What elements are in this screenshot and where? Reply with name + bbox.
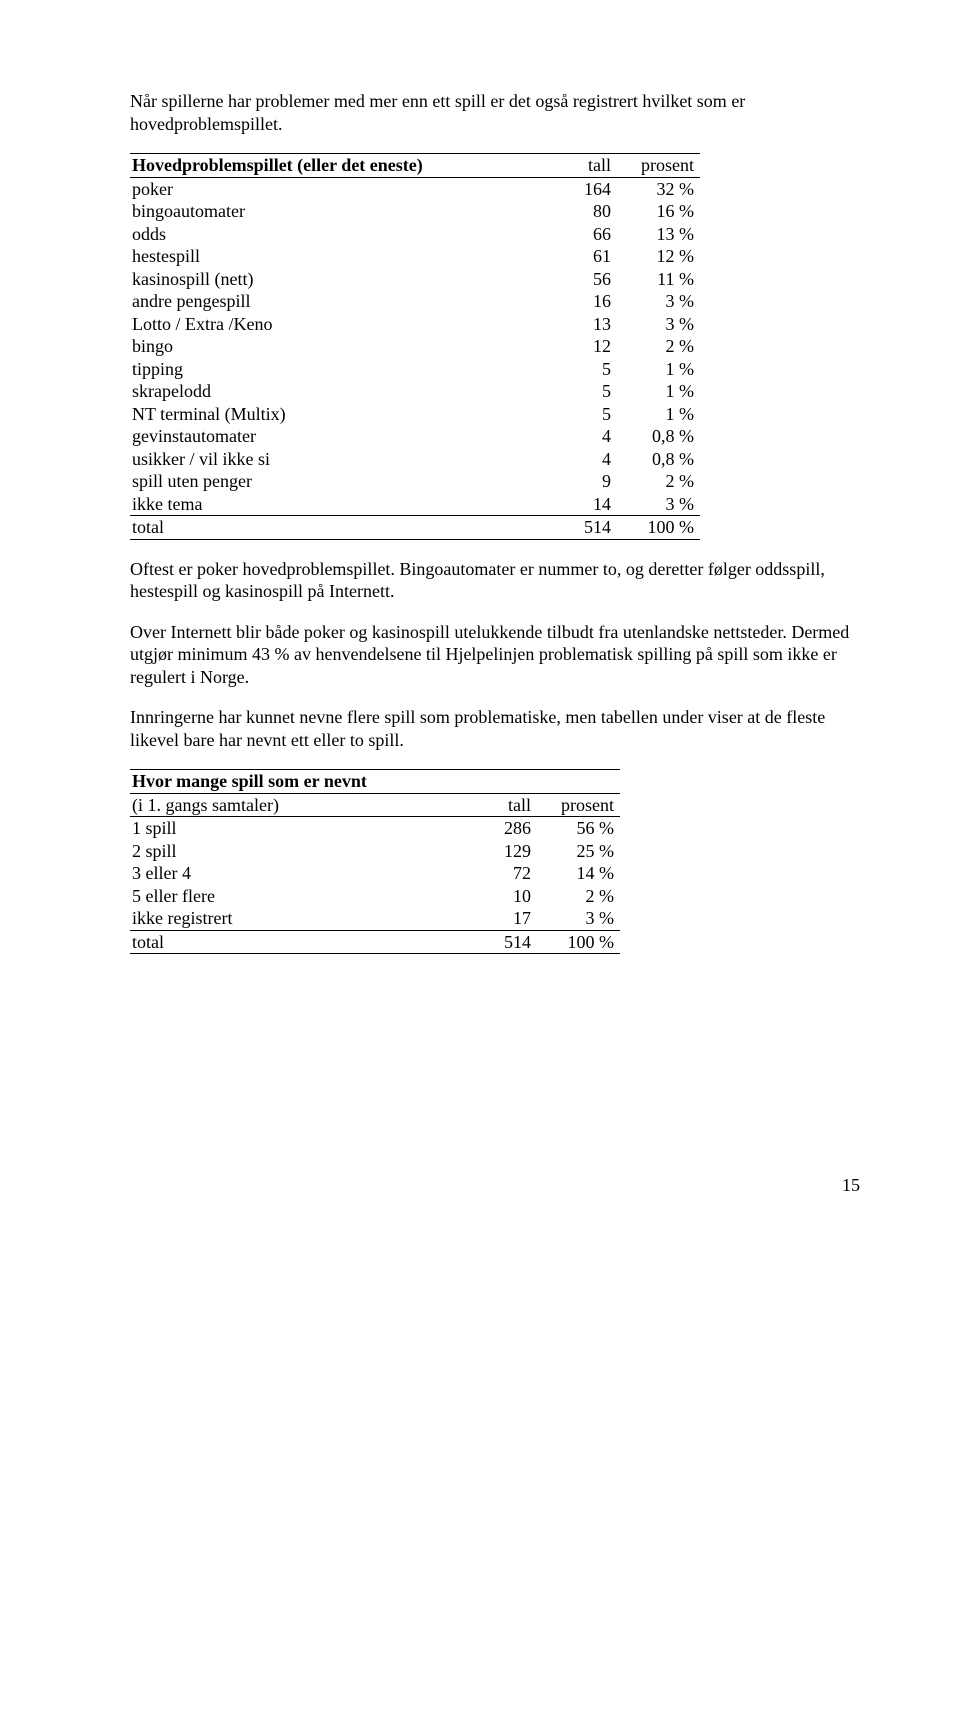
t1-row-n: 12: [539, 335, 617, 358]
t1-row-label: hestespill: [130, 245, 539, 268]
t2-h-tall: tall: [459, 793, 537, 817]
t1-row-p: 2 %: [617, 335, 700, 358]
t1-row-p: 3 %: [617, 493, 700, 516]
table-hovedproblemspillet: Hovedproblemspillet (eller det eneste) t…: [130, 153, 700, 540]
t1-total-p: 100 %: [617, 516, 700, 540]
t1-row-n: 4: [539, 448, 617, 471]
paragraph-3: Innringerne har kunnet nevne flere spill…: [130, 706, 860, 751]
t1-row-p: 12 %: [617, 245, 700, 268]
t2-total-label: total: [130, 930, 459, 954]
t1-row-label: tipping: [130, 358, 539, 381]
t1-row-p: 3 %: [617, 290, 700, 313]
t1-row-n: 56: [539, 268, 617, 291]
t1-row-label: gevinstautomater: [130, 425, 539, 448]
t1-row-n: 164: [539, 177, 617, 200]
t1-row-p: 13 %: [617, 223, 700, 246]
t2-blank: [459, 770, 537, 794]
t2-row-label: 2 spill: [130, 840, 459, 863]
t1-row-label: NT terminal (Multix): [130, 403, 539, 426]
t1-row-n: 5: [539, 358, 617, 381]
t1-row-n: 5: [539, 403, 617, 426]
t2-row-p: 56 %: [537, 817, 620, 840]
t1-row-label: poker: [130, 177, 539, 200]
table-hvor-mange-spill: Hvor mange spill som er nevnt (i 1. gang…: [130, 769, 620, 954]
t2-row-label: 3 eller 4: [130, 862, 459, 885]
t2-row-p: 2 %: [537, 885, 620, 908]
intro-paragraph: Når spillerne har problemer med mer enn …: [130, 90, 860, 135]
t1-row-label: spill uten penger: [130, 470, 539, 493]
t1-row-label: skrapelodd: [130, 380, 539, 403]
t2-row-n: 286: [459, 817, 537, 840]
t2-row-p: 25 %: [537, 840, 620, 863]
t2-row-n: 10: [459, 885, 537, 908]
t1-row-label: odds: [130, 223, 539, 246]
t2-row-n: 129: [459, 840, 537, 863]
t1-row-n: 16: [539, 290, 617, 313]
t1-row-n: 66: [539, 223, 617, 246]
t2-title-line1: Hvor mange spill som er nevnt: [130, 770, 459, 794]
t1-total-n: 514: [539, 516, 617, 540]
page-number: 15: [130, 1174, 860, 1197]
t1-h-prosent: prosent: [617, 154, 700, 178]
t2-row-p: 3 %: [537, 907, 620, 930]
t2-row-label: 5 eller flere: [130, 885, 459, 908]
t2-total-p: 100 %: [537, 930, 620, 954]
paragraph-1: Oftest er poker hovedproblemspillet. Bin…: [130, 558, 860, 603]
paragraph-2: Over Internett blir både poker og kasino…: [130, 621, 860, 689]
t1-row-label: usikker / vil ikke si: [130, 448, 539, 471]
t2-row-label: ikke registrert: [130, 907, 459, 930]
t2-row-n: 17: [459, 907, 537, 930]
t1-row-n: 61: [539, 245, 617, 268]
t1-row-label: Lotto / Extra /Keno: [130, 313, 539, 336]
t2-row-p: 14 %: [537, 862, 620, 885]
t1-row-n: 13: [539, 313, 617, 336]
t1-row-label: bingoautomater: [130, 200, 539, 223]
t1-row-p: 16 %: [617, 200, 700, 223]
t1-row-p: 1 %: [617, 380, 700, 403]
t2-total-n: 514: [459, 930, 537, 954]
t1-row-p: 3 %: [617, 313, 700, 336]
t2-row-n: 72: [459, 862, 537, 885]
t1-row-n: 5: [539, 380, 617, 403]
t2-title-line2: (i 1. gangs samtaler): [130, 793, 459, 817]
t1-row-n: 4: [539, 425, 617, 448]
t1-title: Hovedproblemspillet (eller det eneste): [130, 154, 539, 178]
t1-row-n: 14: [539, 493, 617, 516]
t2-row-label: 1 spill: [130, 817, 459, 840]
t1-row-p: 1 %: [617, 358, 700, 381]
t1-row-p: 2 %: [617, 470, 700, 493]
t1-row-n: 9: [539, 470, 617, 493]
t1-total-label: total: [130, 516, 539, 540]
t1-row-p: 0,8 %: [617, 425, 700, 448]
t1-row-p: 32 %: [617, 177, 700, 200]
t1-row-p: 0,8 %: [617, 448, 700, 471]
t1-h-tall: tall: [539, 154, 617, 178]
t2-blank: [537, 770, 620, 794]
t1-row-p: 11 %: [617, 268, 700, 291]
t2-h-prosent: prosent: [537, 793, 620, 817]
t1-row-label: andre pengespill: [130, 290, 539, 313]
t1-row-n: 80: [539, 200, 617, 223]
t1-row-label: kasinospill (nett): [130, 268, 539, 291]
t1-row-label: bingo: [130, 335, 539, 358]
t1-row-label: ikke tema: [130, 493, 539, 516]
t1-row-p: 1 %: [617, 403, 700, 426]
